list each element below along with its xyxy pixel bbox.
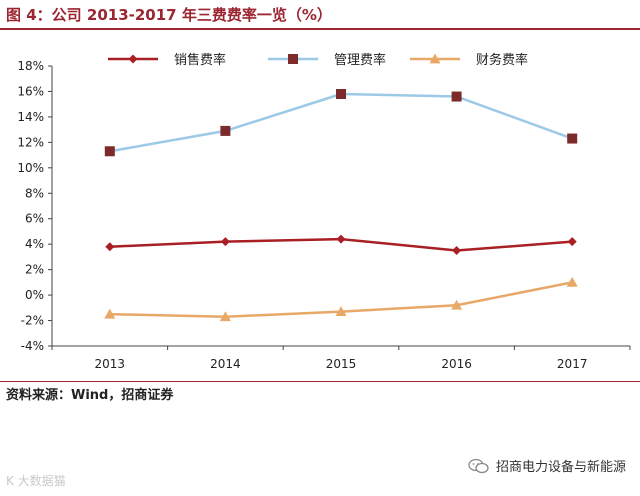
series-1-point	[105, 242, 115, 252]
y-tick-label: 4%	[25, 237, 44, 251]
series-3-point	[566, 276, 578, 287]
y-tick-label: 14%	[17, 110, 44, 124]
x-tick-label: 2013	[95, 357, 126, 371]
legend-marker-2	[288, 54, 298, 64]
series-3-point	[451, 299, 463, 310]
series-1-point	[220, 237, 230, 247]
line-chart: -4% -2% 0% 2% 4% 6% 8% 10% 12% 14% 16% 18% 2013 2014 2…	[17, 52, 631, 371]
y-tick-label: 6%	[25, 212, 44, 226]
legend-marker-3	[429, 53, 441, 64]
x-tick-label: 2017	[557, 357, 588, 371]
series-line-2	[109, 92, 573, 153]
series-2-point	[451, 91, 462, 102]
legend-label-1: 销售费率	[174, 52, 226, 68]
source-divider	[0, 381, 640, 382]
series-1-point	[336, 234, 346, 244]
y-tick-label: 12%	[17, 135, 44, 149]
legend-label-2: 管理费率	[334, 52, 386, 68]
legend-marker-1	[128, 54, 138, 64]
y-tick-label: -2%	[21, 314, 44, 328]
series-3-point	[335, 306, 347, 317]
watermark-right: 招商电力设备与新能源	[468, 456, 626, 475]
y-tick-label: 0%	[25, 288, 44, 302]
page-title: 图 4：公司 2013-2017 年三费费率一览（%）	[6, 6, 332, 24]
chart-area: -4% -2% 0% 2% 4% 6% 8% 10% 12% 14% 16% 18% 2013 2014 2…	[0, 30, 640, 380]
watermark-left: K 大数据猫	[6, 474, 66, 488]
y-tick-label: 10%	[17, 161, 44, 175]
series-2-point	[336, 89, 346, 99]
y-tick-label: 8%	[25, 186, 44, 200]
y-tick-label: 16%	[17, 84, 44, 98]
series-2-point	[104, 146, 115, 157]
series-3-point	[104, 308, 116, 319]
series-1-point	[452, 246, 462, 256]
source-note: 资料来源：Wind，招商证券	[6, 388, 174, 403]
y-tick-label: -4%	[21, 339, 44, 353]
series-2-point	[220, 125, 231, 136]
title-divider	[0, 28, 640, 30]
y-tick-label: 18%	[17, 59, 44, 73]
legend-label-3: 财务费率	[476, 52, 528, 68]
series-1-point	[567, 237, 577, 247]
series-2-point	[567, 133, 578, 144]
watermark-right-label: 招商电力设备与新能源	[495, 460, 626, 475]
x-tick-label: 2015	[326, 357, 357, 371]
x-tick-label: 2016	[441, 357, 472, 371]
x-tick-label: 2014	[210, 357, 241, 371]
wechat-icon	[468, 458, 489, 473]
series-3-point	[219, 311, 231, 322]
y-tick-label: 2%	[25, 263, 44, 277]
